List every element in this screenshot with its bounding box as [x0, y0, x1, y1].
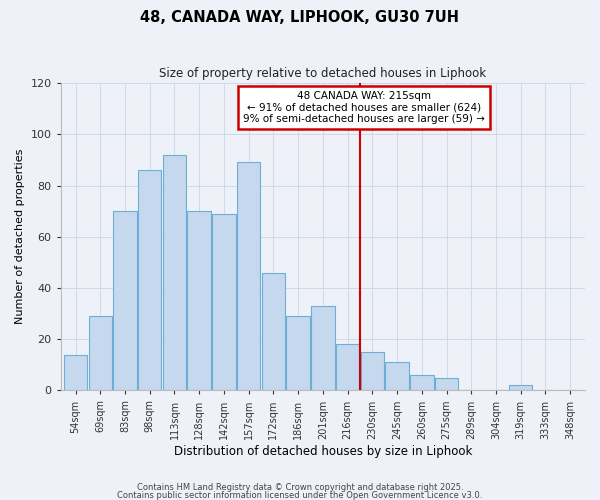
Y-axis label: Number of detached properties: Number of detached properties	[15, 149, 25, 324]
Bar	[385, 362, 409, 390]
Title: Size of property relative to detached houses in Liphook: Size of property relative to detached ho…	[159, 68, 487, 80]
Bar	[212, 214, 236, 390]
Bar	[286, 316, 310, 390]
Text: 48 CANADA WAY: 215sqm
← 91% of detached houses are smaller (624)
9% of semi-deta: 48 CANADA WAY: 215sqm ← 91% of detached …	[243, 90, 485, 124]
Bar	[262, 272, 285, 390]
Bar	[89, 316, 112, 390]
Bar	[336, 344, 359, 391]
Text: Contains HM Land Registry data © Crown copyright and database right 2025.: Contains HM Land Registry data © Crown c…	[137, 484, 463, 492]
Bar	[138, 170, 161, 390]
Bar	[361, 352, 384, 391]
Bar	[237, 162, 260, 390]
Bar	[113, 211, 137, 390]
Bar	[64, 354, 87, 390]
Bar	[435, 378, 458, 390]
Bar	[311, 306, 335, 390]
Text: Contains public sector information licensed under the Open Government Licence v3: Contains public sector information licen…	[118, 490, 482, 500]
Bar	[163, 155, 186, 390]
Text: 48, CANADA WAY, LIPHOOK, GU30 7UH: 48, CANADA WAY, LIPHOOK, GU30 7UH	[140, 10, 460, 25]
Bar	[187, 211, 211, 390]
Bar	[509, 386, 532, 390]
X-axis label: Distribution of detached houses by size in Liphook: Distribution of detached houses by size …	[173, 444, 472, 458]
Bar	[410, 375, 434, 390]
